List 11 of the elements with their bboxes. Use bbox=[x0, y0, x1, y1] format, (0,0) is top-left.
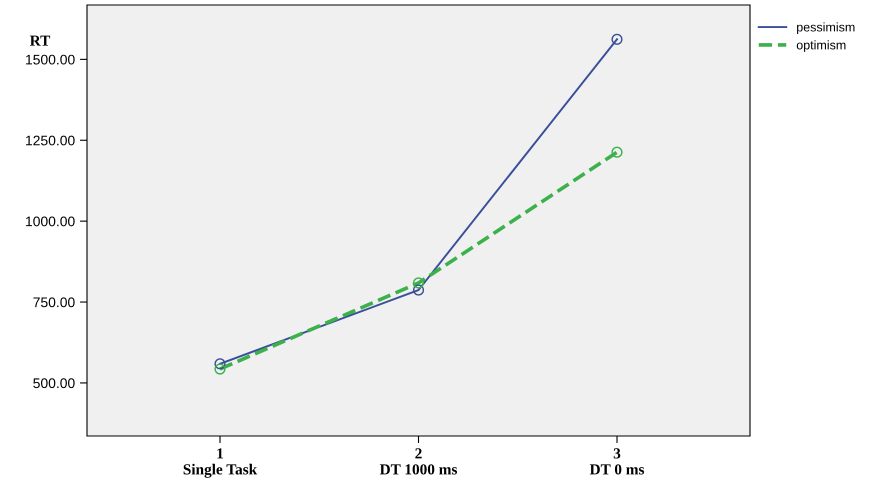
y-tick-label: 750.00 bbox=[33, 297, 75, 308]
y-axis-title: RT bbox=[30, 36, 50, 46]
y-tick-label: 1000.00 bbox=[26, 216, 75, 226]
x-tick-label: 2 DT 1000 ms bbox=[380, 448, 458, 475]
legend-label: optimism bbox=[796, 40, 846, 52]
x-tick-label: 1 Single Task bbox=[184, 448, 258, 478]
x-tick-label: 3 DT 0 ms bbox=[590, 448, 644, 475]
legend-label: pessimism bbox=[797, 22, 854, 34]
y-tick-label: 1500.00 bbox=[26, 54, 75, 65]
y-tick-label: 500.00 bbox=[33, 378, 75, 388]
y-tick-label: 1250.00 bbox=[26, 136, 75, 146]
